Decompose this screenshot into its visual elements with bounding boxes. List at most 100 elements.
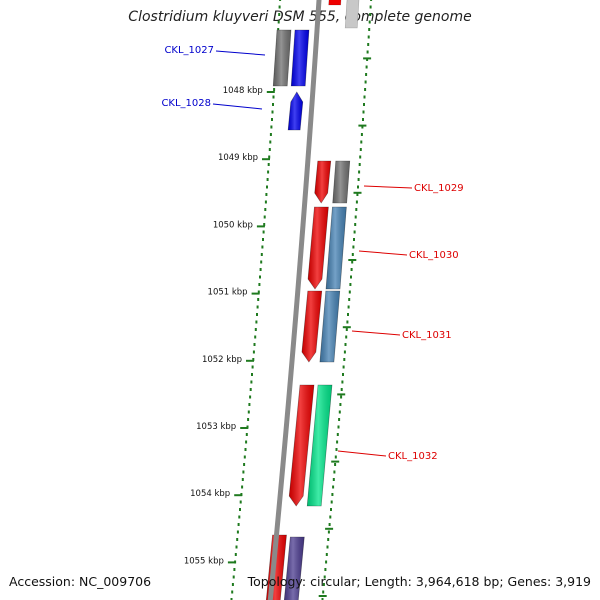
track-dot-left xyxy=(271,118,273,121)
track-dot-right xyxy=(357,178,360,181)
track-dot-right xyxy=(351,260,354,264)
track-dot-right xyxy=(369,13,372,16)
tick-label: 1055 kbp xyxy=(184,556,224,566)
gene-label-text[interactable]: CKL_1030 xyxy=(409,250,459,261)
gene-label-CKL_1029[interactable]: CKL_1029 xyxy=(363,183,464,194)
track-dot-right xyxy=(346,320,349,324)
track-dot-right xyxy=(360,140,363,144)
track-dot-right xyxy=(321,598,324,600)
track-dot-left xyxy=(260,253,263,256)
track-dot-left xyxy=(241,478,244,481)
gene-CKL_1028[interactable] xyxy=(287,91,304,131)
gene-CKL_1031[interactable] xyxy=(301,290,341,363)
cog-box-shade xyxy=(319,290,341,363)
track-dot-right xyxy=(352,245,355,249)
track-dot-left xyxy=(243,455,246,459)
track-dot-left xyxy=(266,185,268,189)
half-tick-mark xyxy=(342,326,351,329)
cds-arrow-shade xyxy=(288,384,315,507)
track-dot-right xyxy=(359,155,362,159)
track-dot-right xyxy=(330,500,333,504)
track-dot-left xyxy=(247,418,250,421)
tick-label: 1053 kbp xyxy=(196,422,236,432)
gene-CKL_1032[interactable] xyxy=(288,384,333,507)
gene-label-CKL_1028[interactable]: CKL_1028 xyxy=(161,98,263,110)
gene-label-CKL_1027[interactable]: CKL_1027 xyxy=(164,45,266,56)
track-dot-right xyxy=(348,290,351,294)
track-dot-right xyxy=(369,5,372,9)
track-dot-left xyxy=(265,193,268,196)
gene-label-text[interactable]: CKL_1031 xyxy=(402,330,452,341)
track-dot-left xyxy=(252,358,255,361)
track-dot-left xyxy=(244,448,247,451)
track-dot-right xyxy=(362,110,365,114)
track-dot-left xyxy=(253,343,256,346)
track-dot-right xyxy=(345,335,348,339)
cds-arrow-shade xyxy=(301,290,323,363)
track-dot-left xyxy=(257,298,260,301)
track-dot-right xyxy=(367,43,370,46)
track-dot-left xyxy=(264,208,267,211)
track-dot-right xyxy=(340,395,343,399)
gene-label-text[interactable]: CKL_1032 xyxy=(388,451,438,462)
track-dot-left xyxy=(248,403,251,406)
gene-label-text[interactable]: CKL_1028 xyxy=(161,98,211,109)
track-dot-left xyxy=(263,215,266,219)
leader-line xyxy=(363,185,413,189)
track-dot-right xyxy=(364,88,367,91)
tick-mark xyxy=(240,427,249,429)
track-dot-left xyxy=(249,388,252,391)
track-dot-right xyxy=(365,65,368,69)
track-dot-left xyxy=(243,463,246,466)
track-dot-right xyxy=(357,185,359,189)
tick-label: 1051 kbp xyxy=(208,288,248,298)
track-dot-right xyxy=(338,410,341,414)
track-dot-left xyxy=(231,583,234,586)
tick-mark xyxy=(227,561,236,564)
track-dot-left xyxy=(262,238,264,241)
track-dot-right xyxy=(368,20,371,24)
track-dot-right xyxy=(344,343,347,346)
half-tick-mark xyxy=(358,124,367,127)
track-dot-right xyxy=(323,575,326,579)
gene-CKL_1029[interactable] xyxy=(314,160,351,204)
track-dot-left xyxy=(259,275,261,279)
tick-mark xyxy=(251,292,260,295)
track-dot-left xyxy=(232,575,235,579)
gene-label-CKL_1032[interactable]: CKL_1032 xyxy=(337,450,438,462)
track-dot-left xyxy=(235,545,238,549)
gene-label-CKL_1030[interactable]: CKL_1030 xyxy=(358,250,459,261)
tick-mark xyxy=(266,91,275,93)
track-dot-left xyxy=(255,320,258,324)
track-dot-left xyxy=(259,268,262,271)
track-dot-left xyxy=(278,13,281,16)
cds-partial xyxy=(328,0,342,6)
leader-line xyxy=(215,50,266,56)
track-dot-left xyxy=(268,148,271,151)
kbp-ticks: 1048 kbp 1049 kbp 1050 kbp 1051 kbp 1052 kbp… xyxy=(184,57,372,597)
tick-label: 1048 kbp xyxy=(223,86,263,96)
track-dot-right xyxy=(366,58,369,61)
tick-mark xyxy=(262,158,270,161)
gene-labels: CKL_1027 CKL_1028 CKL_1029 CKL_1030 CKL_1031… xyxy=(161,45,463,462)
half-tick-mark xyxy=(331,460,340,463)
gene-label-text[interactable]: CKL_1029 xyxy=(414,183,464,194)
gene-label-CKL_1031[interactable]: CKL_1031 xyxy=(351,330,452,341)
cds-arrow-shade xyxy=(290,29,310,87)
tick-mark xyxy=(246,359,254,362)
track-dot-right xyxy=(324,568,327,571)
track-dot-right xyxy=(343,350,346,354)
track-dot-right xyxy=(342,365,345,369)
cog-box-shade xyxy=(332,160,351,204)
track-dot-right xyxy=(328,523,331,526)
gene-label-text[interactable]: CKL_1027 xyxy=(164,45,214,56)
gene-CKL_1027[interactable] xyxy=(272,29,310,87)
track-dot-right xyxy=(335,448,338,451)
half-tick-mark xyxy=(363,57,372,60)
track-dot-right xyxy=(338,418,341,421)
genome-backbone xyxy=(267,0,322,600)
gene-CKL_1030[interactable] xyxy=(307,206,347,290)
cds-arrow-shade xyxy=(287,91,304,131)
